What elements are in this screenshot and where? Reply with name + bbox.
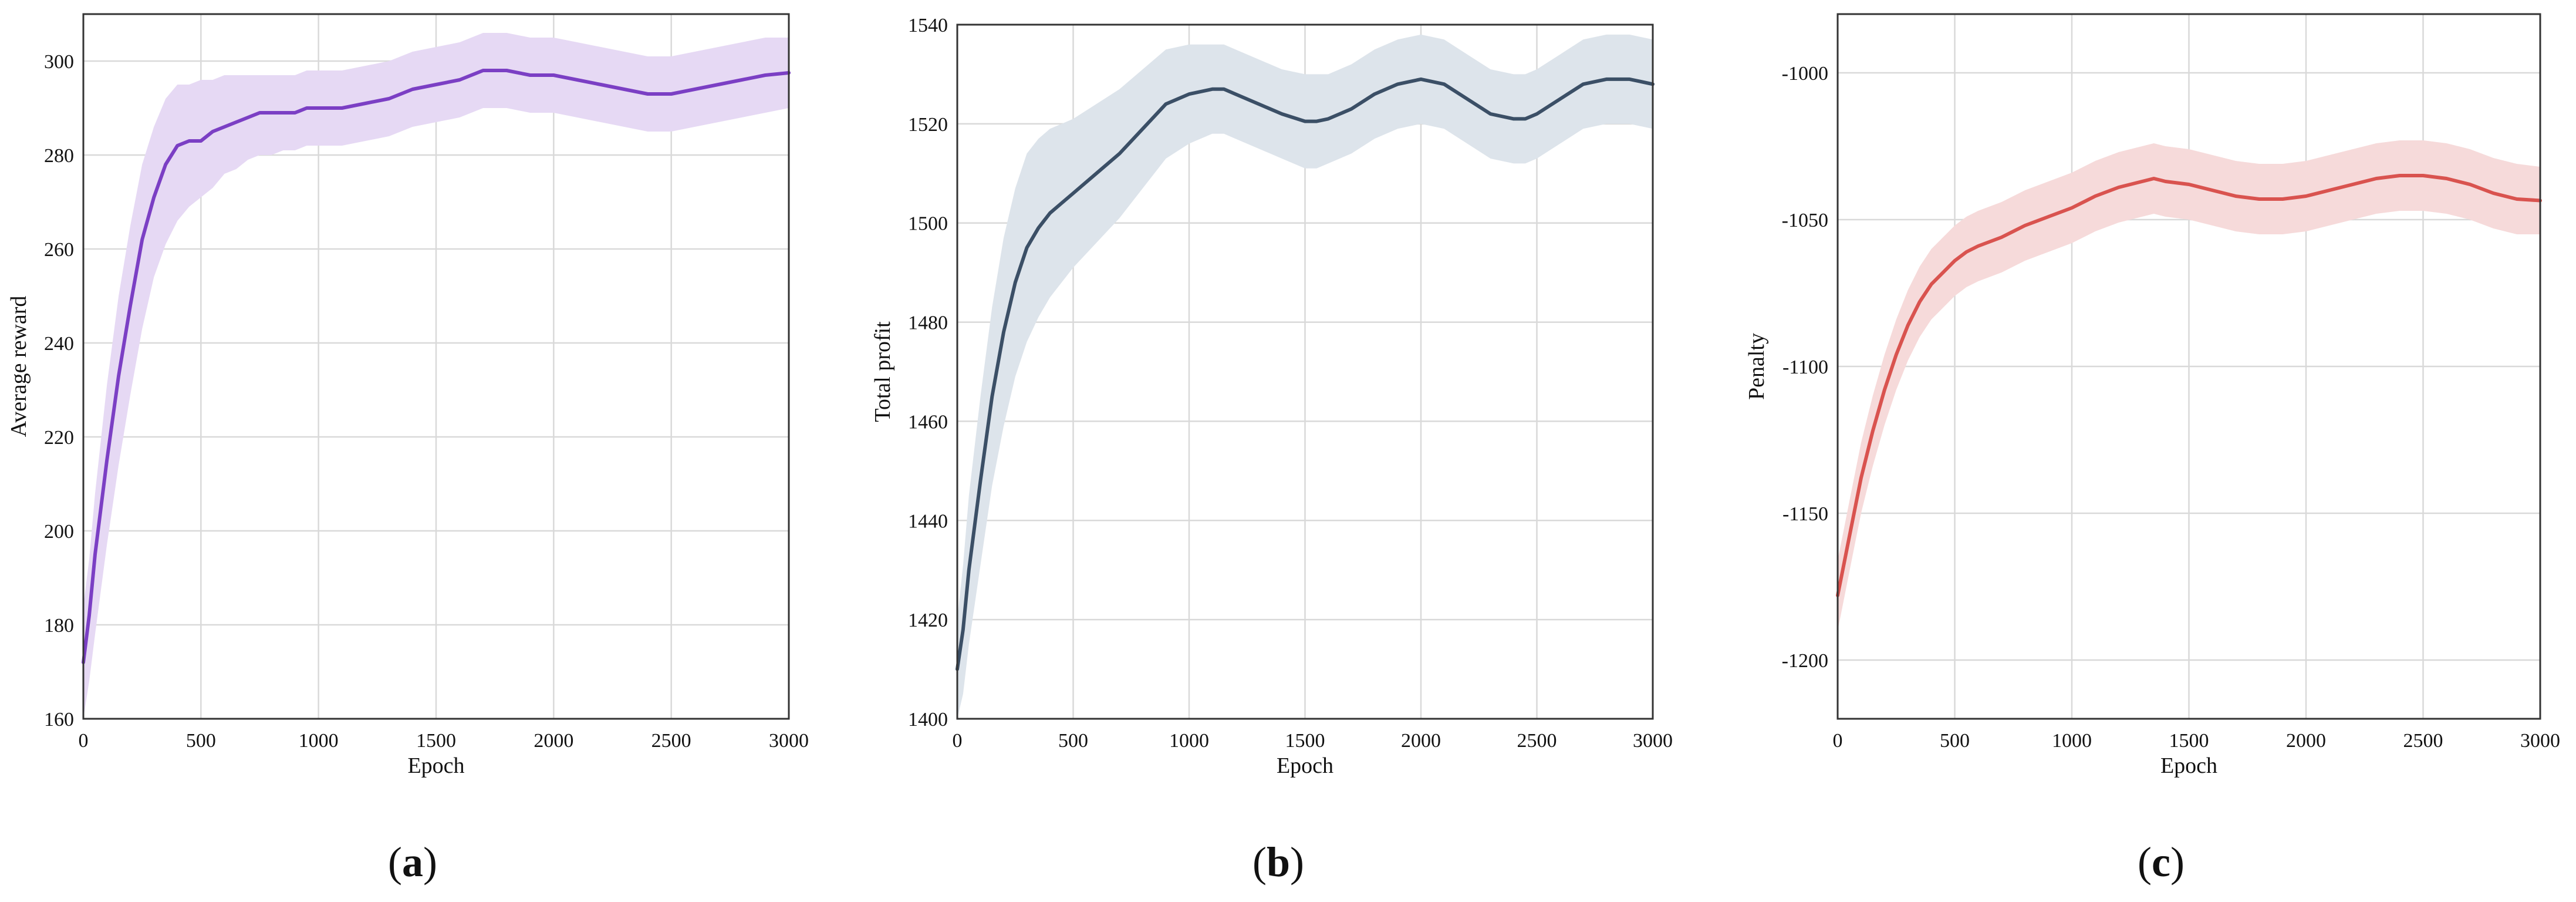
x-tick-label: 1000 — [2052, 730, 2092, 752]
y-tick-label: 1500 — [908, 213, 948, 235]
x-axis-label: Epoch — [2160, 753, 2217, 778]
x-tick-label: 1000 — [299, 730, 339, 752]
x-tick-label: 0 — [1833, 730, 1843, 752]
y-tick-label: 1420 — [908, 610, 948, 631]
y-tick-label: -1050 — [1782, 210, 1828, 231]
confidence-band — [1838, 140, 2540, 631]
panel-label-paren: ( — [2138, 839, 2152, 886]
panel-label-paren: ( — [388, 839, 402, 886]
confidence-band — [83, 33, 789, 719]
y-tick-label: 160 — [44, 709, 74, 731]
chart-panel-a: 0 500 1000 1500 2000 2500 3000 160 180 200 220 240 2… — [6, 13, 809, 886]
y-axis-label: Average reward — [6, 296, 31, 437]
x-tick-label: 500 — [186, 730, 216, 752]
y-tick-label: 220 — [44, 427, 74, 449]
y-tick-label: 1400 — [908, 709, 948, 731]
x-tick-label: 2500 — [651, 730, 691, 752]
x-tick-label: 500 — [1940, 730, 1970, 752]
panel-label-paren: ) — [2170, 839, 2185, 886]
y-tick-label: 260 — [44, 239, 74, 261]
x-tick-label: 3000 — [769, 730, 809, 752]
y-tick-label: 1440 — [908, 510, 948, 532]
chart-panel-b: 0 500 1000 1500 2000 2500 3000 1400 1420 1440 1460… — [870, 15, 1673, 886]
x-tick-label: 1500 — [416, 730, 456, 752]
plot-frame — [956, 23, 1654, 720]
y-axis-label: Penalty — [1744, 333, 1769, 400]
panel-label-letter: c — [2152, 839, 2170, 886]
panel-label: (b) — [1252, 839, 1304, 886]
x-tick-label: 1500 — [2169, 730, 2209, 752]
x-axis-label: Epoch — [1277, 753, 1333, 778]
y-tick-label: 300 — [44, 51, 74, 73]
x-tick-label: 2500 — [2403, 730, 2443, 752]
x-tick-label: 2000 — [534, 730, 573, 752]
y-tick-label: 1460 — [908, 411, 948, 433]
x-tick-label: 500 — [1058, 730, 1088, 752]
x-tick-label: 2500 — [1517, 730, 1557, 752]
panel-label-letter: b — [1267, 839, 1290, 886]
y-tick-label: -1000 — [1782, 63, 1828, 85]
x-tick-label: 2000 — [2286, 730, 2326, 752]
y-tick-label: 1480 — [908, 312, 948, 334]
y-tick-label: 180 — [44, 615, 74, 637]
x-tick-label: 1500 — [1285, 730, 1325, 752]
panel-label: (c) — [2138, 839, 2185, 886]
chart-panel-c: 0 500 1000 1500 2000 2500 3000 -1200 -1150 -1100 -… — [1744, 13, 2560, 886]
x-tick-label: 2000 — [1401, 730, 1441, 752]
series-line — [1836, 174, 2542, 597]
x-axis-label: Epoch — [407, 753, 464, 778]
plot-frame — [1836, 13, 2541, 720]
y-tick-label: 240 — [44, 333, 74, 355]
panel-label: (a) — [388, 839, 437, 886]
series-line — [82, 69, 791, 664]
y-tick-label: -1150 — [1782, 503, 1828, 525]
plot-frame — [82, 13, 790, 720]
y-tick-label: 200 — [44, 521, 74, 543]
series-line — [956, 77, 1655, 671]
y-tick-label: 1540 — [908, 15, 948, 36]
panel-label-paren: ) — [423, 839, 437, 886]
y-tick-label: 1520 — [908, 114, 948, 136]
y-tick-label: -1200 — [1782, 650, 1828, 672]
x-tick-label: 0 — [79, 730, 89, 752]
panel-label-letter: a — [402, 839, 423, 886]
confidence-band — [957, 34, 1653, 719]
x-tick-label: 3000 — [2520, 730, 2560, 752]
y-tick-label: 280 — [44, 145, 74, 167]
y-axis-label: Total profit — [870, 321, 895, 422]
panel-label-paren: ) — [1290, 839, 1304, 886]
x-tick-label: 0 — [953, 730, 963, 752]
x-tick-label: 3000 — [1633, 730, 1673, 752]
x-tick-label: 1000 — [1169, 730, 1209, 752]
y-tick-label: -1100 — [1782, 356, 1828, 378]
panel-label-paren: ( — [1252, 839, 1267, 886]
